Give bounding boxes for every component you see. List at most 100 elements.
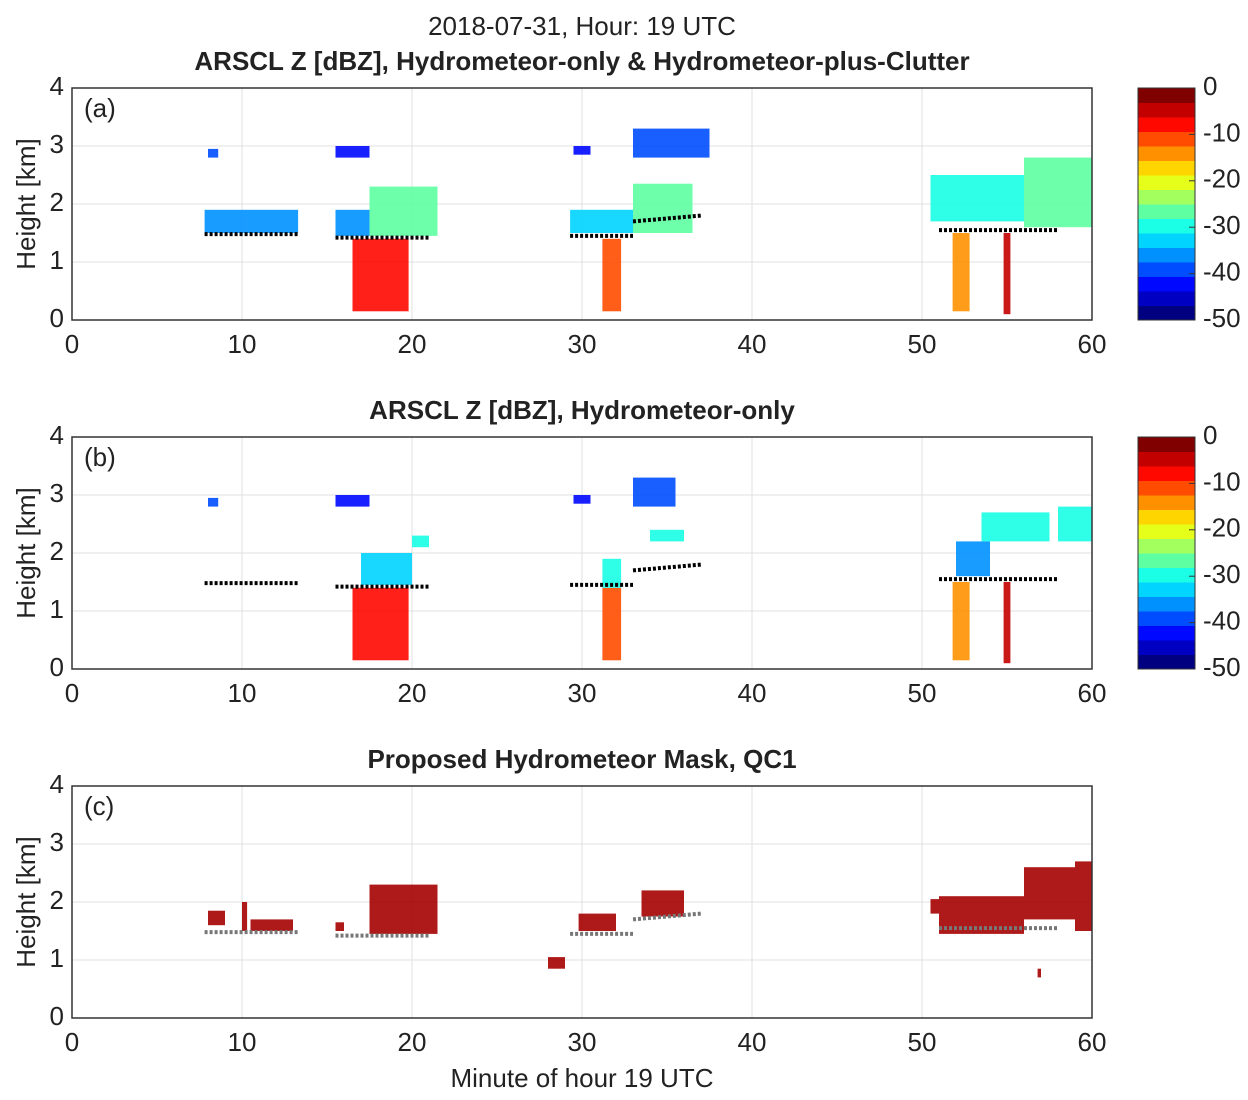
x-tick-label: 30 <box>568 1027 597 1057</box>
colorbar-band <box>1138 160 1195 176</box>
colorbar-band <box>1138 189 1195 205</box>
x-tick-label: 50 <box>908 678 937 708</box>
colorbar-tick-label: -40 <box>1203 605 1241 635</box>
colorbar-band <box>1138 102 1195 118</box>
colorbar-tick-label: -10 <box>1203 466 1241 496</box>
panel-label: (c) <box>84 791 114 821</box>
y-axis-label: Height [km] <box>11 138 41 270</box>
data-cell <box>1075 861 1092 931</box>
y-axis-label: Height [km] <box>11 487 41 619</box>
x-tick-label: 20 <box>398 1027 427 1057</box>
data-cell <box>208 497 219 507</box>
chart-title: Proposed Hydrometeor Mask, QC1 <box>367 744 796 774</box>
x-tick-label: 10 <box>228 1027 257 1057</box>
x-tick-label: 40 <box>738 1027 767 1057</box>
colorbar-tick-label: -30 <box>1203 559 1241 589</box>
data-cell <box>573 495 591 504</box>
data-cell <box>335 146 370 158</box>
colorbar-tick-label: -10 <box>1203 117 1241 147</box>
data-cell <box>633 128 710 158</box>
data-cell <box>952 582 970 661</box>
x-tick-label: 10 <box>228 678 257 708</box>
colorbar-band <box>1138 567 1195 583</box>
colorbar-band <box>1138 175 1195 190</box>
colorbar-frame <box>1137 87 1196 321</box>
data-cell <box>930 175 1024 222</box>
data-cell <box>208 910 225 926</box>
data-cell <box>1024 867 1075 920</box>
data-cell <box>602 587 622 661</box>
y-tick-label: 0 <box>50 1001 64 1031</box>
plot-frame <box>71 436 1093 670</box>
data-cell <box>573 146 591 155</box>
data-cell <box>352 587 409 661</box>
x-tick-label: 0 <box>65 329 79 359</box>
colorbar-band <box>1138 495 1195 510</box>
x-tick-label: 40 <box>738 329 767 359</box>
colorbar-tick-label: -50 <box>1203 652 1241 682</box>
colorbar-tick-label: 0 <box>1203 71 1217 101</box>
y-tick-label: 2 <box>50 885 64 915</box>
data-cell <box>242 902 248 931</box>
y-tick-label: 2 <box>50 187 64 217</box>
data-cell <box>335 922 344 931</box>
data-cell <box>578 913 616 931</box>
plot-frame <box>71 785 1093 1019</box>
colorbar-band <box>1138 305 1195 321</box>
colorbar-frame <box>1137 436 1196 670</box>
y-tick-label: 1 <box>50 245 64 275</box>
colorbar-band <box>1138 451 1195 467</box>
data-cell <box>412 535 429 548</box>
colorbar-band <box>1138 480 1195 496</box>
data-cell <box>335 209 370 236</box>
y-tick-label: 4 <box>50 420 64 450</box>
data-cell <box>956 541 990 577</box>
data-cell <box>1024 157 1092 228</box>
y-tick-label: 4 <box>50 769 64 799</box>
x-tick-label: 60 <box>1078 678 1107 708</box>
data-cell <box>1058 506 1092 542</box>
colorbar-tick-label: -20 <box>1203 164 1241 194</box>
y-tick-label: 1 <box>50 943 64 973</box>
data-cell <box>204 209 299 233</box>
x-tick-label: 30 <box>568 678 597 708</box>
data-cell <box>335 495 370 507</box>
data-cell <box>369 884 438 934</box>
data-cell <box>548 957 565 969</box>
x-tick-label: 0 <box>65 678 79 708</box>
data-cell <box>361 553 412 585</box>
data-cell <box>981 512 1050 542</box>
x-tick-label: 0 <box>65 1027 79 1057</box>
y-axis-label: Height [km] <box>11 836 41 968</box>
colorbar-band <box>1138 218 1195 234</box>
data-cell <box>250 919 293 931</box>
data-cell <box>602 238 622 312</box>
colorbar-band <box>1138 233 1195 248</box>
y-tick-label: 1 <box>50 594 64 624</box>
colorbar-band <box>1138 466 1195 481</box>
x-tick-label: 10 <box>228 329 257 359</box>
y-tick-label: 0 <box>50 652 64 682</box>
cloud-base <box>204 911 1058 938</box>
colorbar-band <box>1138 625 1195 641</box>
colorbar-tick-label: -40 <box>1203 256 1241 286</box>
x-tick-label: 20 <box>398 329 427 359</box>
data-cell <box>633 183 693 233</box>
colorbar-band <box>1138 582 1195 597</box>
data-cell <box>208 148 219 158</box>
colorbar-band <box>1138 538 1195 554</box>
colorbar-band <box>1138 509 1195 525</box>
data-cell <box>633 477 676 507</box>
colorbar-band <box>1138 117 1195 132</box>
data-cell <box>930 899 939 914</box>
y-tick-label: 0 <box>50 303 64 333</box>
colorbar-band <box>1138 146 1195 161</box>
x-tick-label: 60 <box>1078 1027 1107 1057</box>
panel-label: (b) <box>84 442 116 472</box>
data-cell <box>1003 233 1011 315</box>
colorbar-tick-label: -20 <box>1203 513 1241 543</box>
data-cell <box>369 186 438 236</box>
y-tick-label: 4 <box>50 71 64 101</box>
data-cell <box>602 558 622 588</box>
